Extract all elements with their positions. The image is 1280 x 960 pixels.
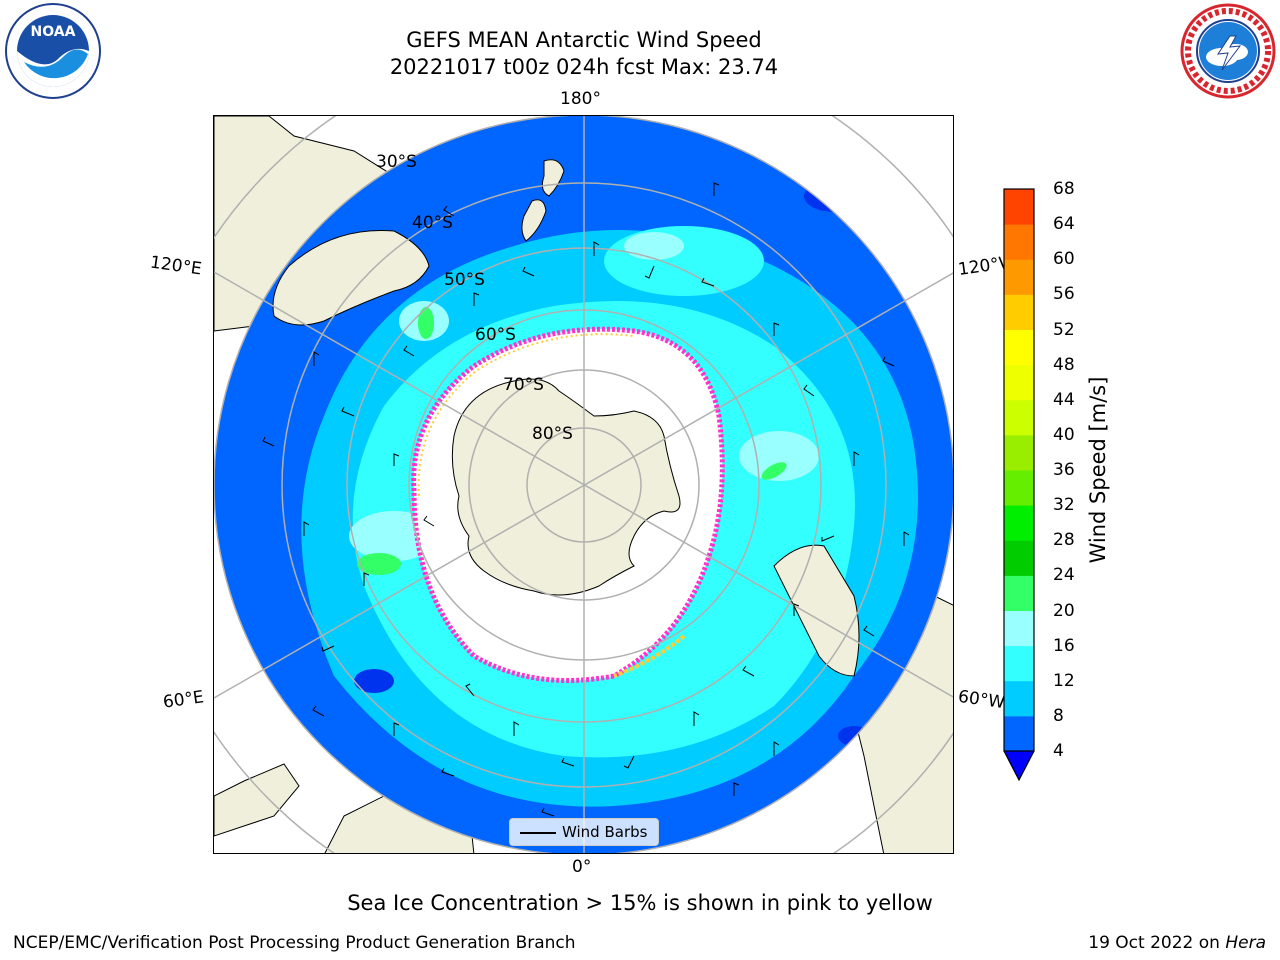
colorbar-label: Wind Speed [m/s] (1086, 376, 1110, 564)
colorbar-arrow-outline (1003, 750, 1035, 782)
colorbar-segment (1004, 715, 1034, 752)
wind-barbs-legend: Wind Barbs (509, 818, 659, 846)
colorbar-tick-label: 12 (1053, 670, 1075, 691)
colorbar-segment (1004, 505, 1034, 541)
longitude-label-120e: 120°E (148, 252, 203, 280)
longitude-label-0: 0° (572, 857, 592, 877)
map-panel (213, 115, 954, 854)
longitude-label-60w: 60°W (956, 686, 1007, 714)
colorbar-tick-label: 24 (1053, 565, 1075, 586)
colorbar-segment (1004, 329, 1034, 366)
colorbar-tick-label: 64 (1053, 214, 1075, 235)
footer-host: Hera (1225, 933, 1266, 953)
colorbar-tick-label: 52 (1053, 319, 1075, 340)
svg-text:NOAA: NOAA (31, 24, 76, 40)
colorbar-tick-label: 56 (1053, 284, 1075, 305)
colorbar-tick-label: 20 (1053, 600, 1075, 621)
footer-date: 19 Oct 2022 on Hera (1088, 933, 1266, 953)
latitude-label-70s: 70°S (503, 375, 544, 395)
noaa-logo: NOAA (5, 3, 101, 99)
colorbar-segment (1004, 364, 1034, 401)
colorbar-segment (1004, 189, 1034, 225)
legend-line-sample (520, 832, 556, 834)
colorbar-tick-label: 32 (1053, 495, 1075, 516)
colorbar-tick-label: 36 (1053, 460, 1075, 480)
colorbar-tick-label: 40 (1053, 424, 1075, 445)
longitude-label-180: 180° (560, 89, 601, 109)
colorbar-frame (1003, 188, 1035, 752)
colorbar (1003, 188, 1035, 782)
colorbar-tick-label: 16 (1053, 635, 1075, 656)
nws-logo (1180, 3, 1276, 99)
colorbar-segment (1004, 294, 1034, 330)
footer-credit: NCEP/EMC/Verification Post Processing Pr… (13, 933, 576, 953)
latitude-label-60s: 60°S (475, 325, 516, 345)
colorbar-tick-label: 8 (1053, 705, 1064, 726)
colorbar-tick-label: 4 (1053, 741, 1064, 761)
chart-title: GEFS MEAN Antarctic Wind Speed (406, 28, 762, 52)
colorbar-segment (1004, 575, 1034, 611)
colorbar-tick-label: 28 (1053, 530, 1075, 551)
colorbar-under-arrow (1004, 751, 1034, 780)
colorbar-segment (1004, 259, 1034, 295)
colorbar-tick-label: 44 (1053, 389, 1075, 410)
colorbar-tick-label: 48 (1053, 354, 1075, 375)
colorbar-segment (1004, 540, 1034, 576)
colorbar-segment (1004, 434, 1034, 471)
chart-subtitle: 20221017 t00z 024h fcst Max: 23.74 (389, 55, 779, 79)
colorbar-segment (1004, 680, 1034, 717)
colorbar-segments (1004, 189, 1034, 752)
colorbar-tick-label: 68 (1053, 179, 1075, 199)
latitude-label-30s: 30°S (376, 152, 417, 172)
legend-label: Wind Barbs (562, 823, 648, 841)
colorbar-segment (1004, 224, 1034, 260)
colorbar-tick-label: 60 (1053, 249, 1075, 270)
wind-barbs (262, 182, 910, 817)
sea-ice-note: Sea Ice Concentration > 15% is shown in … (347, 891, 933, 915)
colorbar-segment (1004, 470, 1034, 506)
footer-date-text: 19 Oct 2022 on (1088, 933, 1226, 953)
colorbar-segment (1004, 399, 1034, 436)
latitude-label-50s: 50°S (444, 270, 485, 290)
latitude-label-40s: 40°S (412, 213, 453, 233)
colorbar-segment (1004, 610, 1034, 647)
latitude-label-80s: 80°S (532, 424, 573, 444)
longitude-label-60e: 60°E (161, 687, 206, 713)
colorbar-segment (1004, 645, 1034, 682)
wind-speed-map (214, 116, 953, 853)
graticule (214, 116, 953, 853)
